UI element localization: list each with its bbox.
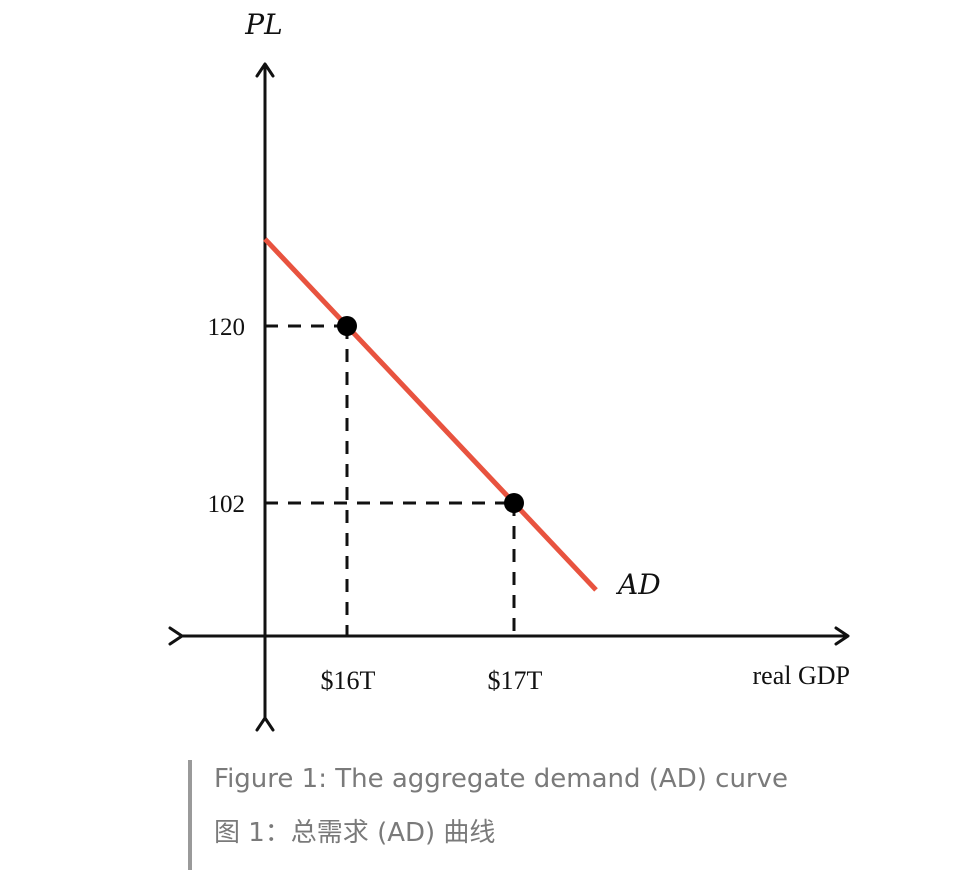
caption-english: Figure 1: The aggregate demand (AD) curv… (214, 764, 788, 794)
figure-caption: Figure 1: The aggregate demand (AD) curv… (188, 760, 888, 870)
ad-series-label: AD (615, 568, 661, 601)
y-tick-label-102: 102 (208, 491, 246, 518)
x-axis-label: real GDP (753, 661, 850, 690)
point-17t-102 (504, 493, 524, 513)
ad-chart: PL real GDP AD 120 102 $16T $17T (168, 8, 850, 732)
point-16t-120 (337, 316, 357, 336)
y-tick-label-120: 120 (208, 314, 246, 341)
x-tick-label-16t: $16T (321, 666, 376, 695)
caption-chinese: 图 1：总需求 (AD) 曲线 (214, 818, 496, 848)
ad-curve-line (263, 237, 598, 592)
y-axis-label: PL (244, 8, 282, 41)
x-tick-label-17t: $17T (488, 666, 543, 695)
